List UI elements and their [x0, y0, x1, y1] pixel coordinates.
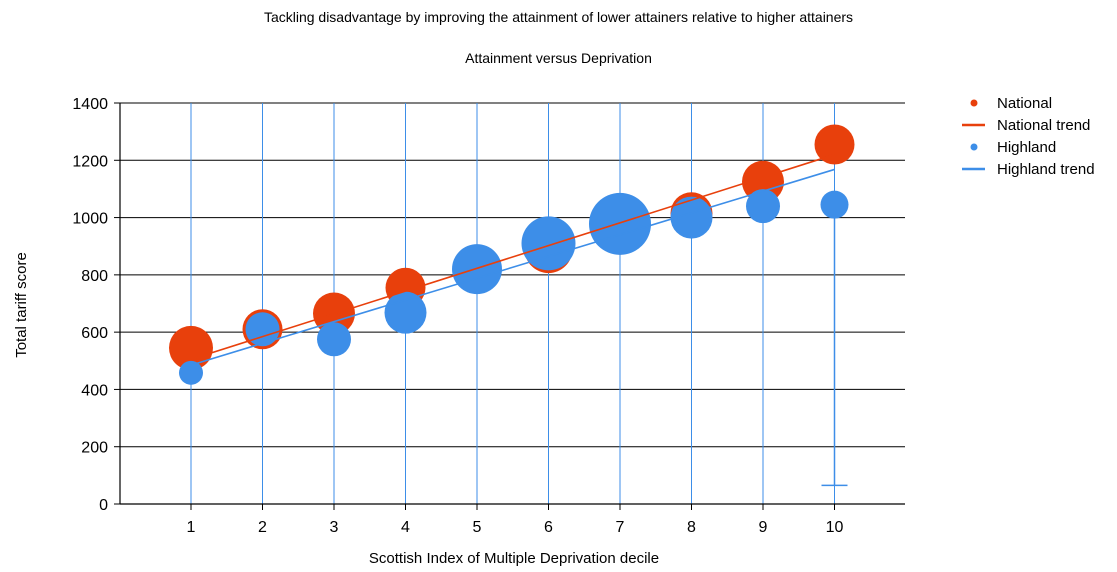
data-point — [521, 216, 576, 271]
x-tick-label: 5 — [473, 519, 482, 536]
y-tick-label: 200 — [81, 440, 108, 457]
x-tick-label: 10 — [826, 519, 844, 536]
y-tick-label: 1400 — [72, 96, 108, 113]
y-tick-label: 0 — [99, 497, 108, 514]
axes — [119, 103, 905, 505]
x-tick-label: 2 — [258, 519, 267, 536]
chart-subtitle: Attainment versus Deprivation — [465, 50, 652, 66]
data-point — [670, 196, 713, 239]
x-tick-label: 8 — [687, 519, 696, 536]
data-point — [169, 325, 213, 370]
data-point — [820, 190, 849, 219]
x-axis-ticks: 1 2 3 4 5 6 7 8 9 10 — [187, 504, 844, 536]
data-point — [589, 192, 651, 255]
y-tick-label: 600 — [81, 325, 108, 342]
legend-dot-swatch — [970, 99, 978, 107]
data-point — [179, 360, 203, 385]
y-tick-label: 400 — [81, 382, 108, 399]
data-point — [814, 124, 855, 165]
y-axis-ticks: 0 200 400 600 800 1000 1200 1400 — [72, 96, 120, 514]
trend-line — [190, 153, 835, 361]
y-tick-label: 1000 — [72, 211, 108, 228]
x-axis-label: Scottish Index of Multiple Deprivation d… — [369, 550, 659, 567]
error-bars — [821, 204, 848, 487]
legend-label: Highland — [997, 139, 1056, 156]
x-tick-label: 6 — [544, 519, 553, 536]
x-tick-label: 7 — [616, 519, 625, 536]
data-point — [742, 160, 784, 203]
trend-line — [190, 168, 835, 366]
y-axis-label: Total tariff score — [13, 252, 30, 358]
legend: National National trend Highland Highland t… — [962, 95, 1095, 178]
legend-label: National trend — [997, 117, 1090, 134]
data-point — [317, 322, 351, 357]
legend-label: Highland trend — [997, 161, 1095, 178]
y-tick-label: 1200 — [72, 153, 108, 170]
x-tick-label: 9 — [759, 519, 768, 536]
legend-dot-swatch — [970, 143, 978, 151]
x-tick-label: 4 — [401, 519, 410, 536]
data-points — [169, 124, 855, 385]
legend-label: National — [997, 95, 1052, 112]
x-tick-label: 3 — [330, 519, 339, 536]
grid — [120, 102, 905, 504]
trend-lines — [190, 153, 835, 366]
data-point — [384, 291, 427, 334]
y-tick-label: 800 — [81, 268, 108, 285]
x-tick-label: 1 — [187, 519, 196, 536]
data-point — [245, 312, 280, 347]
chart-title: Tackling disadvantage by improving the a… — [263, 9, 854, 25]
data-point — [746, 189, 780, 224]
